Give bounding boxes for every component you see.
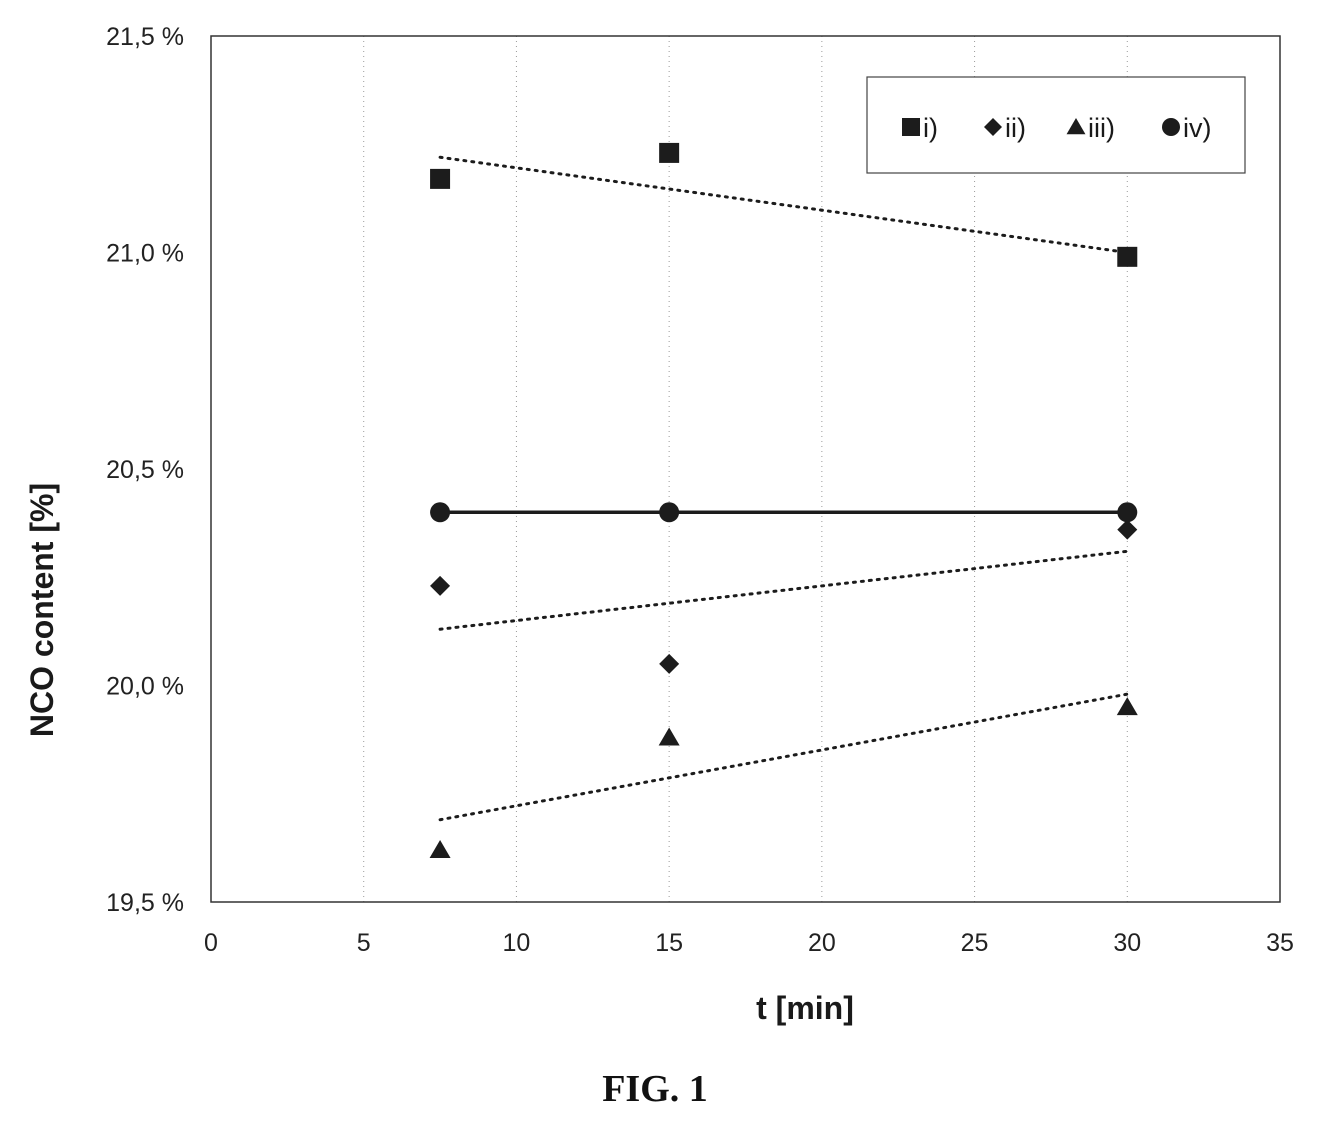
x-tick-label: 10	[503, 929, 531, 957]
legend-label: i)	[923, 113, 938, 143]
x-axis-ticks: 0 5 10 15 20 25 30 35	[204, 929, 1294, 957]
x-tick-label: 15	[655, 929, 683, 957]
data-point	[430, 502, 451, 523]
legend-items: i) ii) iii) iv)	[902, 113, 1212, 143]
legend-marker	[1066, 118, 1086, 135]
legend: i) ii) iii) iv)	[866, 76, 1246, 174]
legend-label: ii)	[1005, 113, 1026, 143]
y-tick-label: 21,5 %	[106, 23, 184, 51]
x-tick-label: 0	[204, 929, 218, 957]
y-axis-title: NCO content [%]	[24, 483, 60, 737]
legend-label: iv)	[1183, 113, 1212, 143]
data-point	[659, 142, 680, 163]
data-point	[1117, 519, 1138, 540]
legend-marker	[902, 118, 920, 136]
legend-box	[866, 76, 1246, 174]
figure-caption: FIG. 1	[602, 1068, 708, 1110]
data-point	[659, 653, 680, 674]
legend-marker	[1162, 118, 1180, 136]
data-point	[1116, 697, 1138, 716]
x-tick-label: 5	[357, 929, 371, 957]
data-point	[1117, 502, 1138, 523]
legend-label: iii)	[1088, 113, 1115, 143]
legend-marker	[984, 118, 1002, 136]
trendline	[438, 692, 1129, 822]
data-point	[659, 502, 680, 523]
data-point	[430, 168, 451, 189]
trendline	[438, 155, 1129, 254]
data-point	[429, 840, 451, 859]
x-tick-label: 35	[1266, 929, 1294, 957]
trendline	[438, 549, 1129, 631]
data-markers	[429, 142, 1138, 859]
data-point	[658, 727, 680, 746]
x-tick-label: 25	[961, 929, 989, 957]
y-axis-ticks: 19,5 % 20,0 % 20,5 % 21,0 % 21,5 %	[106, 23, 184, 917]
trendlines	[438, 155, 1129, 822]
y-tick-label: 21,0 %	[106, 240, 184, 268]
x-tick-label: 30	[1113, 929, 1141, 957]
y-tick-label: 19,5 %	[106, 889, 184, 917]
x-tick-label: 20	[808, 929, 836, 957]
y-tick-label: 20,0 %	[106, 673, 184, 701]
plot-area-frame	[210, 35, 1281, 903]
y-tick-label: 20,5 %	[106, 456, 184, 484]
data-point	[430, 575, 451, 596]
x-axis-title: t [min]	[756, 990, 854, 1026]
data-point	[1117, 246, 1138, 267]
